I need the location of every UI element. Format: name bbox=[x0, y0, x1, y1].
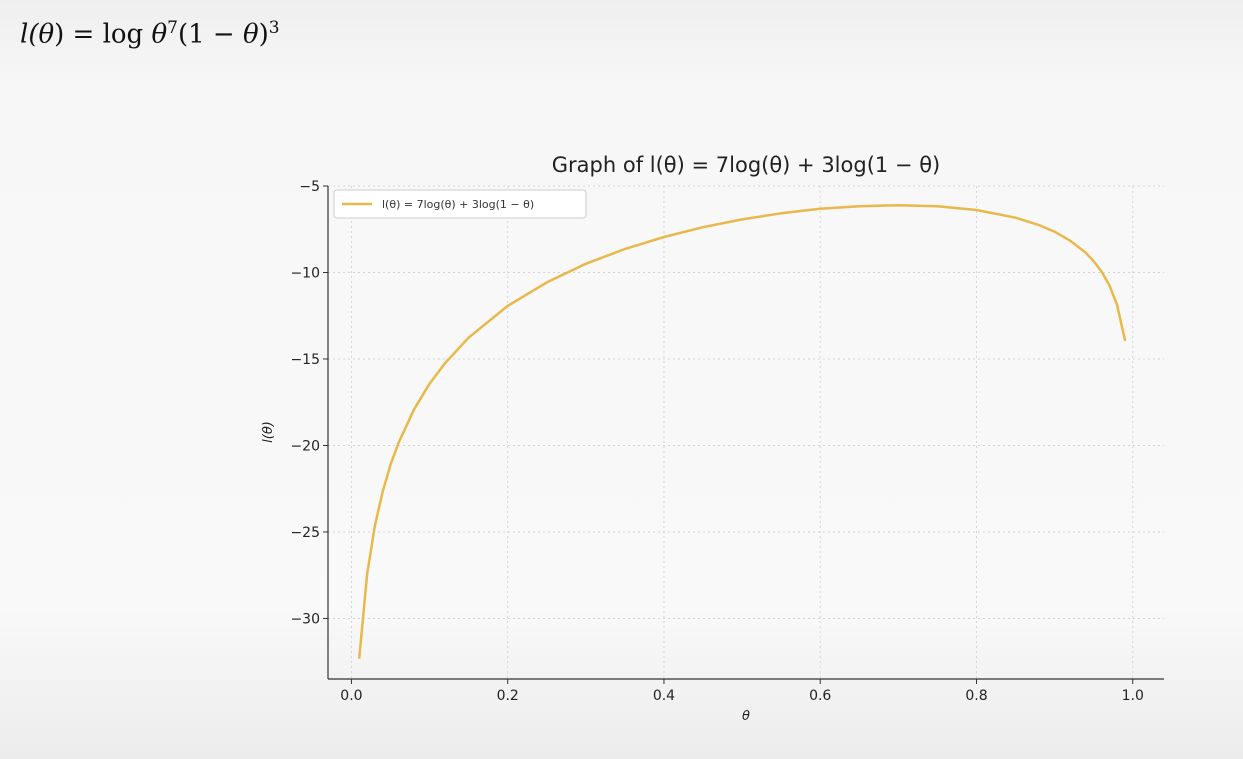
formula-exponent-3: 3 bbox=[268, 18, 280, 38]
chart-legend: l(θ) = 7log(θ) + 3log(1 − θ) bbox=[333, 189, 587, 219]
grid-lines bbox=[328, 185, 1164, 679]
x-tick-label: 0.2 bbox=[497, 688, 519, 704]
legend-box bbox=[333, 189, 587, 219]
series-line bbox=[358, 203, 1127, 659]
y-tick-label: −10 bbox=[290, 265, 320, 281]
formula-heading: l(θ) = log θ7(1 − θ)3 bbox=[20, 18, 280, 50]
formula-paren: (1 − bbox=[177, 19, 243, 50]
x-tick-label: 0.6 bbox=[809, 688, 831, 704]
formula-lhs: l( bbox=[20, 19, 39, 50]
y-tick-label: −20 bbox=[290, 438, 320, 454]
formula-exponent-7: 7 bbox=[167, 18, 178, 38]
formula-mid: ) = log bbox=[54, 19, 152, 50]
formula-close: ) bbox=[258, 19, 269, 50]
x-tick-label: 0.8 bbox=[965, 688, 987, 704]
series-layer bbox=[358, 203, 1127, 659]
y-tick-label: −30 bbox=[290, 611, 320, 627]
tick-labels: 0.0 0.2 0.4 0.6 0.8 1.0 −5 −10 −15 −20 −25 −30 bbox=[290, 179, 1143, 704]
x-tick-label: 0.4 bbox=[653, 688, 675, 704]
formula-theta-3: θ bbox=[242, 19, 259, 50]
y-axis-label: l(θ) bbox=[261, 421, 276, 443]
x-axis-label: θ bbox=[742, 709, 750, 724]
y-tick-label: −5 bbox=[299, 179, 320, 195]
x-tick-label: 0.0 bbox=[340, 688, 362, 704]
y-tick-label: −15 bbox=[290, 352, 320, 368]
formula-theta: θ bbox=[38, 19, 55, 50]
x-tick-label: 1.0 bbox=[1122, 688, 1144, 704]
formula-theta-2: θ bbox=[151, 19, 168, 50]
y-tick-label: −25 bbox=[290, 525, 320, 541]
chart-title: Graph of l(θ) = 7log(θ) + 3log(1 − θ) bbox=[552, 153, 941, 177]
legend-label: l(θ) = 7log(θ) + 3log(1 − θ) bbox=[382, 198, 534, 211]
axes bbox=[323, 185, 1164, 684]
